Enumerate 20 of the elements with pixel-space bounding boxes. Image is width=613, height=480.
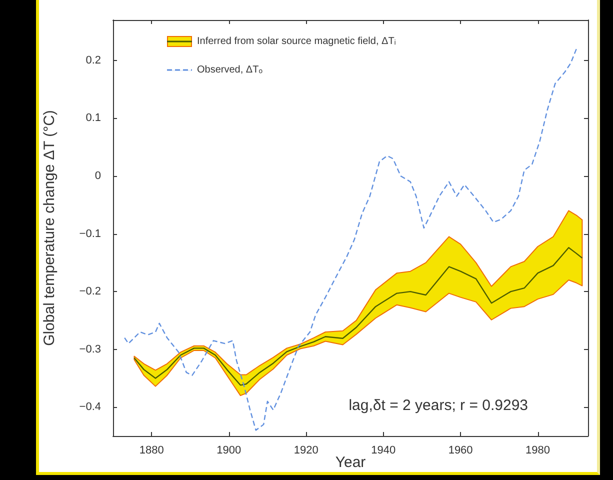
y-tick-label: −0.1 (79, 228, 101, 240)
y-axis-title: Global temperature change ΔT (°C) (41, 110, 58, 346)
y-tick-label: 0.2 (86, 54, 101, 66)
y-tick-label: 0.1 (86, 112, 101, 124)
legend-label: Inferred from solar source magnetic field, ΔTᵢ (197, 36, 396, 47)
x-tick-label: 1960 (448, 444, 473, 456)
x-tick-label: 1940 (371, 444, 396, 456)
y-tick-label: −0.2 (79, 286, 101, 298)
annotation: lag,δt = 2 years; r = 0.9293 (348, 397, 528, 414)
legend-label: Observed, ΔTₒ (197, 64, 263, 76)
line-series (134, 247, 583, 386)
x-tick-label: 1880 (139, 444, 164, 456)
x-tick-label: 1900 (216, 444, 242, 456)
x-axis-title: Year (335, 454, 366, 471)
y-tick-label: 0 (94, 170, 101, 182)
x-tick-label: 1920 (294, 444, 318, 456)
y-tick-label: −0.4 (79, 401, 101, 414)
y-tick-label: −0.3 (79, 343, 101, 356)
line-series (124, 48, 578, 431)
x-tick-label: 1980 (526, 444, 550, 456)
